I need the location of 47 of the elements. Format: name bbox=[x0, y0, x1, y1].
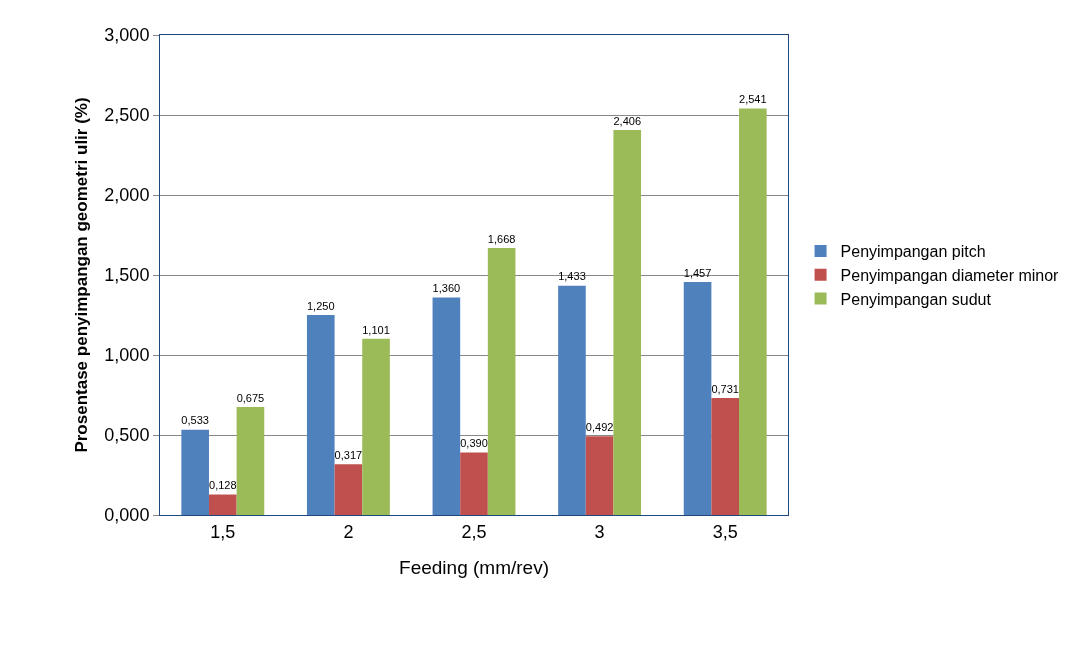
data-label: 0,492 bbox=[585, 420, 614, 433]
data-label: 1,668 bbox=[487, 232, 516, 245]
bar bbox=[432, 297, 461, 515]
bar bbox=[208, 494, 237, 515]
x-tick-label: 2,5 bbox=[461, 521, 487, 542]
x-tick-label: 1,5 bbox=[210, 521, 236, 542]
bar bbox=[683, 281, 712, 515]
bar bbox=[362, 338, 390, 515]
data-label: 2,541 bbox=[739, 93, 767, 106]
bar bbox=[334, 464, 363, 515]
x-axis-title: Feeding (mm/rev) bbox=[399, 557, 549, 579]
data-label: 0,128 bbox=[209, 479, 237, 492]
y-axis-title: Prosentase penyimpangan geometri ulir (%) bbox=[71, 97, 91, 453]
data-label: 0,317 bbox=[334, 448, 363, 461]
y-tick-label: 2,500 bbox=[104, 105, 150, 126]
bar bbox=[558, 285, 586, 515]
data-label: 0,533 bbox=[181, 414, 209, 427]
data-label: 1,457 bbox=[683, 266, 712, 279]
data-label: 0,390 bbox=[460, 437, 488, 450]
bar bbox=[487, 248, 516, 515]
x-tick-label: 3,5 bbox=[712, 521, 738, 542]
bar bbox=[306, 315, 335, 515]
data-label: 1,433 bbox=[558, 270, 586, 283]
data-label: 1,360 bbox=[432, 282, 461, 295]
bar bbox=[460, 452, 488, 515]
legend-label: Penyimpangan diameter minor bbox=[840, 266, 1060, 284]
bar bbox=[613, 130, 642, 515]
data-label: 2,406 bbox=[613, 114, 642, 127]
legend-label: Penyimpangan sudut bbox=[840, 290, 992, 308]
bar bbox=[181, 429, 209, 515]
data-label: 1,250 bbox=[306, 299, 335, 312]
data-label: 0,731 bbox=[711, 382, 739, 395]
y-tick-label: 3,000 bbox=[104, 25, 150, 46]
y-tick-label: 1,000 bbox=[104, 345, 150, 366]
bar bbox=[739, 108, 767, 515]
legend-label: Penyimpangan pitch bbox=[840, 243, 986, 261]
x-tick-label: 2 bbox=[343, 521, 354, 542]
y-tick-label: 2,000 bbox=[104, 185, 150, 206]
bar bbox=[236, 407, 265, 515]
y-tick-label: 0,500 bbox=[104, 425, 150, 446]
data-label: 1,101 bbox=[362, 323, 390, 336]
bar bbox=[711, 398, 740, 515]
y-tick-label: 0,000 bbox=[104, 505, 150, 526]
data-label: 0,675 bbox=[236, 391, 265, 404]
bar bbox=[585, 436, 614, 515]
x-tick-label: 3 bbox=[594, 521, 605, 542]
y-tick-label: 1,500 bbox=[104, 265, 150, 286]
